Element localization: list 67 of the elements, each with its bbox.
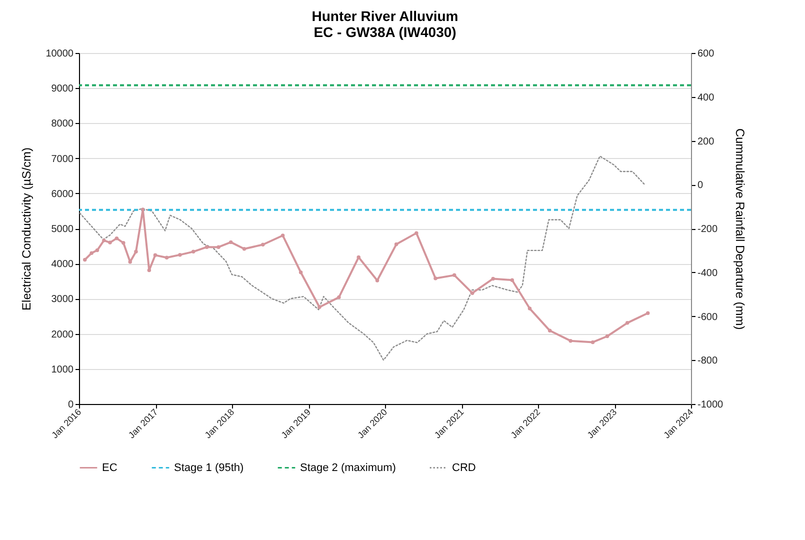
y2-tick-label: 600 [698, 48, 715, 60]
point [491, 276, 495, 281]
point [191, 250, 196, 254]
point [528, 306, 532, 310]
point [141, 208, 145, 212]
point [318, 305, 322, 309]
y2-tick-label: -800 [698, 356, 718, 367]
y-tick-label: 9000 [51, 84, 74, 95]
point [356, 255, 360, 260]
point [394, 242, 398, 246]
point [114, 236, 119, 240]
point [470, 291, 474, 295]
legend-label: CRD [452, 462, 476, 474]
point [298, 270, 303, 274]
y-tick-label: 1000 [51, 364, 74, 376]
point [568, 338, 572, 343]
point [590, 340, 595, 344]
line-series [79, 156, 646, 361]
y2-tick-label: -1000 [698, 400, 724, 410]
legend-label: Stage 2 (maximum) [300, 462, 396, 474]
point [646, 311, 650, 315]
legend-label: Stage 1 (95th) [174, 462, 244, 474]
y-axis-title: Electrical Conductivity (µS/cm) [20, 148, 34, 310]
point [102, 238, 106, 242]
y-tick-label: 6000 [51, 188, 74, 200]
y2-tick-label: 0 [698, 180, 704, 192]
point [95, 248, 100, 252]
point [434, 276, 438, 280]
y-tick-label: 5000 [51, 224, 74, 235]
y-tick-label: 7000 [51, 154, 74, 165]
point [216, 245, 220, 249]
legend-label: EC [102, 462, 118, 474]
point [147, 268, 152, 272]
point [242, 246, 246, 251]
point [605, 334, 610, 338]
y2-tick-label: -400 [698, 268, 718, 279]
point [82, 258, 87, 262]
point [548, 328, 552, 333]
y2-tick-label: -200 [698, 224, 718, 235]
y2-tick-label: 200 [698, 136, 715, 148]
point [625, 321, 630, 325]
y-tick-label: 10000 [46, 48, 74, 60]
y-tick-label: 3000 [51, 294, 74, 306]
point [122, 241, 126, 245]
point [153, 253, 158, 258]
chart-title: Hunter River Alluvium [312, 8, 458, 24]
point [228, 240, 233, 244]
y-tick-label: 2000 [51, 329, 74, 340]
chart-subtitle: EC - GW38A (IW4030) [314, 24, 456, 40]
point [178, 252, 182, 257]
point [510, 278, 514, 282]
y-tick-label: 4000 [51, 259, 74, 270]
point [280, 234, 285, 238]
point [164, 256, 169, 260]
point [414, 231, 418, 235]
point [204, 245, 209, 249]
point [337, 295, 341, 300]
y2-tick-label: 400 [698, 92, 715, 104]
y-tick-label: 8000 [51, 118, 74, 130]
y-tick-label: 0 [68, 400, 74, 410]
point [90, 251, 94, 255]
point [261, 242, 265, 247]
point [134, 250, 138, 254]
y2-tick-label: -600 [698, 312, 718, 323]
y2-axis-title: Cummulative Rainfall Departure (mm) [733, 128, 748, 330]
point [108, 240, 112, 244]
point [452, 273, 456, 278]
